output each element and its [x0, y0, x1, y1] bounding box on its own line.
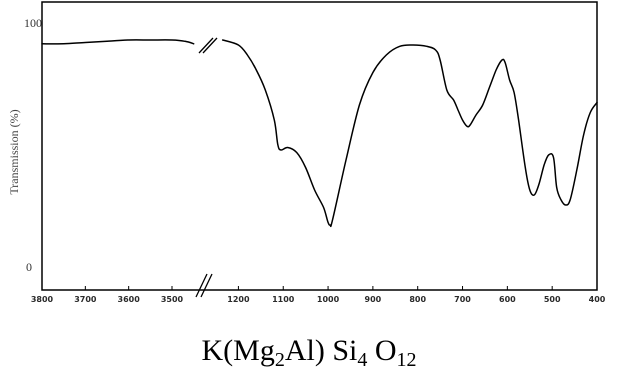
axis-break-marker-bottom: [195, 273, 213, 298]
x-tick-label-700: 700: [454, 295, 471, 304]
x-tick-label-1100: 1100: [272, 295, 295, 304]
formula-part-mid2: O: [367, 334, 396, 367]
x-tick-label-500: 500: [544, 295, 561, 304]
x-tick-label-3500: 3500: [161, 295, 184, 304]
y-tick-label-100: 100: [24, 16, 42, 30]
x-tick-label-400: 400: [589, 295, 606, 304]
spectrum-line-low-segment: [221, 39, 598, 228]
formula-subscript-2: 4: [357, 349, 367, 371]
x-tick-label-1200: 1200: [227, 295, 250, 304]
x-tick-label-800: 800: [409, 295, 426, 304]
x-tick-label-900: 900: [365, 295, 382, 304]
spectrum-line-high-segment: [41, 39, 195, 45]
y-tick-label-0: 0: [26, 260, 32, 274]
compound-formula-caption: K(Mg2Al) Si4 O12: [201, 334, 416, 371]
x-tick-label-3600: 3600: [118, 295, 141, 304]
x-tick-label-600: 600: [499, 295, 516, 304]
formula-subscript-3: 12: [397, 349, 417, 371]
y-axis-label: Transmission (%): [7, 109, 21, 194]
x-ticks-low-segment: 1200 1100 1000 900 800 700 600 500 400: [227, 286, 606, 304]
series-group: [41, 39, 598, 228]
plot-frame: [41, 1, 598, 291]
formula-part-prefix: K(Mg: [201, 334, 274, 367]
x-tick-label-3800: 3800: [31, 295, 54, 304]
formula-part-mid: Al) Si: [285, 334, 358, 367]
x-ticks-high-segment: 3800 3700 3600 3500: [31, 286, 184, 304]
axis-break-marker-top: [198, 37, 218, 54]
x-tick-label-3700: 3700: [74, 295, 97, 304]
formula-subscript-1: 2: [275, 349, 285, 371]
x-tick-label-1000: 1000: [317, 295, 340, 304]
